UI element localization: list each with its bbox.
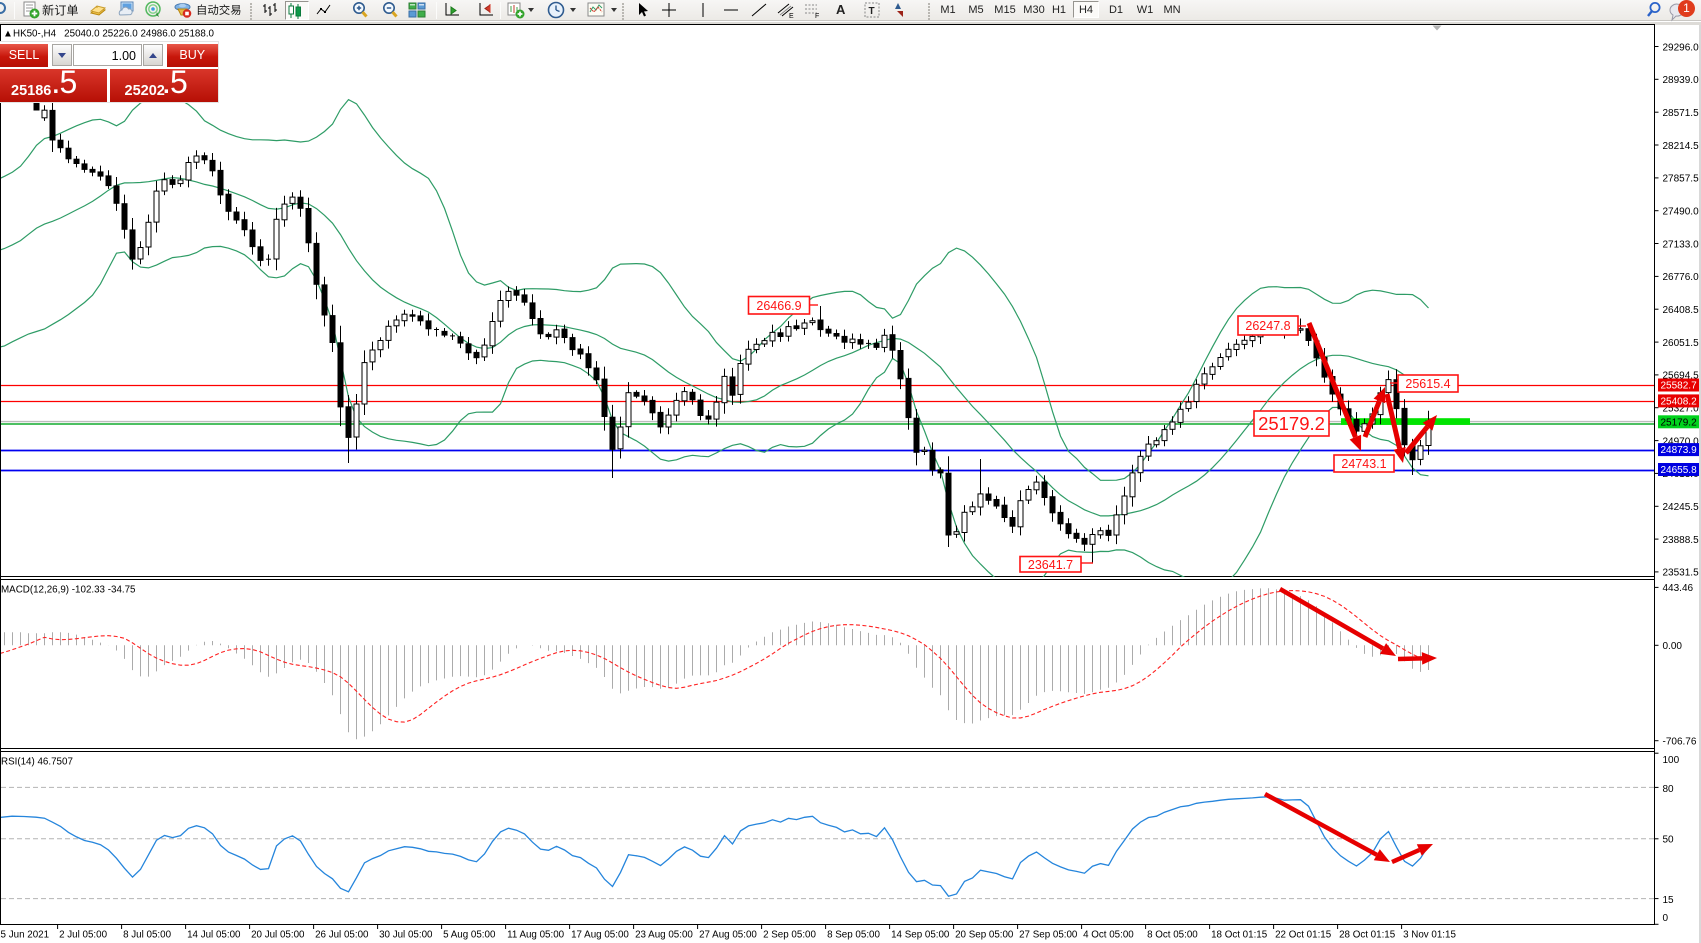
svg-text:▲: ▲ — [3, 29, 13, 40]
svg-text:24970.0: 24970.0 — [1663, 436, 1700, 447]
svg-text:24743.1: 24743.1 — [1341, 457, 1386, 471]
svg-text:8 Jul 05:00: 8 Jul 05:00 — [123, 930, 171, 941]
svg-text:25408.2: 25408.2 — [1661, 396, 1698, 407]
svg-text:RSI(14) 46.7507: RSI(14) 46.7507 — [1, 757, 73, 768]
svg-text:28 Oct 01:15: 28 Oct 01:15 — [1339, 930, 1396, 941]
svg-text:27 Aug 05:00: 27 Aug 05:00 — [699, 930, 757, 941]
svg-text:28939.0: 28939.0 — [1663, 75, 1700, 86]
svg-text:27857.5: 27857.5 — [1663, 174, 1700, 185]
svg-text:2 Jul 05:00: 2 Jul 05:00 — [59, 930, 107, 941]
svg-text:0.00: 0.00 — [1663, 641, 1683, 652]
svg-text:27 Sep 05:00: 27 Sep 05:00 — [1019, 930, 1078, 941]
svg-text:24655.8: 24655.8 — [1661, 465, 1698, 476]
svg-text:4 Oct 05:00: 4 Oct 05:00 — [1083, 930, 1134, 941]
svg-text:E: E — [789, 13, 794, 19]
svg-text:8 Oct 05:00: 8 Oct 05:00 — [1147, 930, 1198, 941]
svg-text:3 Nov 01:15: 3 Nov 01:15 — [1403, 930, 1456, 941]
svg-text:25694.5: 25694.5 — [1663, 371, 1700, 382]
svg-text:24245.5: 24245.5 — [1663, 502, 1700, 513]
svg-text:HK50-,H4 25040.0 25226.0 249: HK50-,H4 25040.0 25226.0 24986.0 25188.0 — [13, 29, 215, 40]
svg-text:27133.0: 27133.0 — [1663, 239, 1700, 250]
svg-text:T: T — [869, 6, 875, 17]
svg-text:8 Sep 05:00: 8 Sep 05:00 — [827, 930, 880, 941]
svg-text:22 Oct 01:15: 22 Oct 01:15 — [1275, 930, 1332, 941]
svg-text:443.46: 443.46 — [1663, 583, 1694, 594]
svg-text:26776.0: 26776.0 — [1663, 272, 1700, 283]
svg-text:29296.0: 29296.0 — [1663, 42, 1700, 53]
svg-text:23531.5: 23531.5 — [1663, 568, 1700, 579]
svg-text:100: 100 — [1663, 755, 1680, 766]
svg-text:23 Aug 05:00: 23 Aug 05:00 — [635, 930, 693, 941]
svg-text:25179.2: 25179.2 — [1661, 417, 1698, 428]
svg-text:2 Sep 05:00: 2 Sep 05:00 — [763, 930, 816, 941]
svg-text:28214.5: 28214.5 — [1663, 141, 1700, 152]
svg-text:14 Sep 05:00: 14 Sep 05:00 — [891, 930, 950, 941]
svg-text:20 Sep 05:00: 20 Sep 05:00 — [955, 930, 1014, 941]
svg-text:23641.7: 23641.7 — [1028, 558, 1073, 572]
svg-text:26466.9: 26466.9 — [756, 299, 801, 313]
svg-text:18 Oct 01:15: 18 Oct 01:15 — [1211, 930, 1268, 941]
svg-text:17 Aug 05:00: 17 Aug 05:00 — [571, 930, 629, 941]
svg-text:0: 0 — [1663, 913, 1669, 924]
svg-text:5 Aug 05:00: 5 Aug 05:00 — [443, 930, 496, 941]
svg-text:25582.7: 25582.7 — [1661, 381, 1698, 392]
svg-text:14 Jul 05:00: 14 Jul 05:00 — [187, 930, 241, 941]
svg-text:26408.5: 26408.5 — [1663, 305, 1700, 316]
svg-text:26051.5: 26051.5 — [1663, 338, 1700, 349]
svg-text:50: 50 — [1663, 834, 1675, 845]
svg-text:30 Jul 05:00: 30 Jul 05:00 — [379, 930, 433, 941]
svg-text:23888.5: 23888.5 — [1663, 535, 1700, 546]
svg-text:20 Jul 05:00: 20 Jul 05:00 — [251, 930, 305, 941]
svg-text:MACD(12,26,9) -102.33 -34.75: MACD(12,26,9) -102.33 -34.75 — [1, 585, 136, 596]
svg-text:24873.9: 24873.9 — [1661, 445, 1698, 456]
svg-text:11 Aug 05:00: 11 Aug 05:00 — [507, 930, 565, 941]
svg-text:-706.76: -706.76 — [1663, 737, 1697, 748]
svg-text:25179.2: 25179.2 — [1258, 413, 1325, 434]
svg-text:28571.5: 28571.5 — [1663, 108, 1700, 119]
svg-text:80: 80 — [1663, 784, 1675, 795]
svg-text:F: F — [815, 13, 819, 19]
svg-text:25615.4: 25615.4 — [1405, 377, 1450, 391]
svg-text:25327.0: 25327.0 — [1663, 404, 1700, 415]
svg-text:27490.0: 27490.0 — [1663, 207, 1700, 218]
svg-text:26247.8: 26247.8 — [1245, 319, 1290, 333]
svg-text:15: 15 — [1663, 895, 1675, 906]
svg-text:26 Jul 05:00: 26 Jul 05:00 — [315, 930, 369, 941]
svg-text:25 Jun 2021: 25 Jun 2021 — [0, 930, 49, 941]
